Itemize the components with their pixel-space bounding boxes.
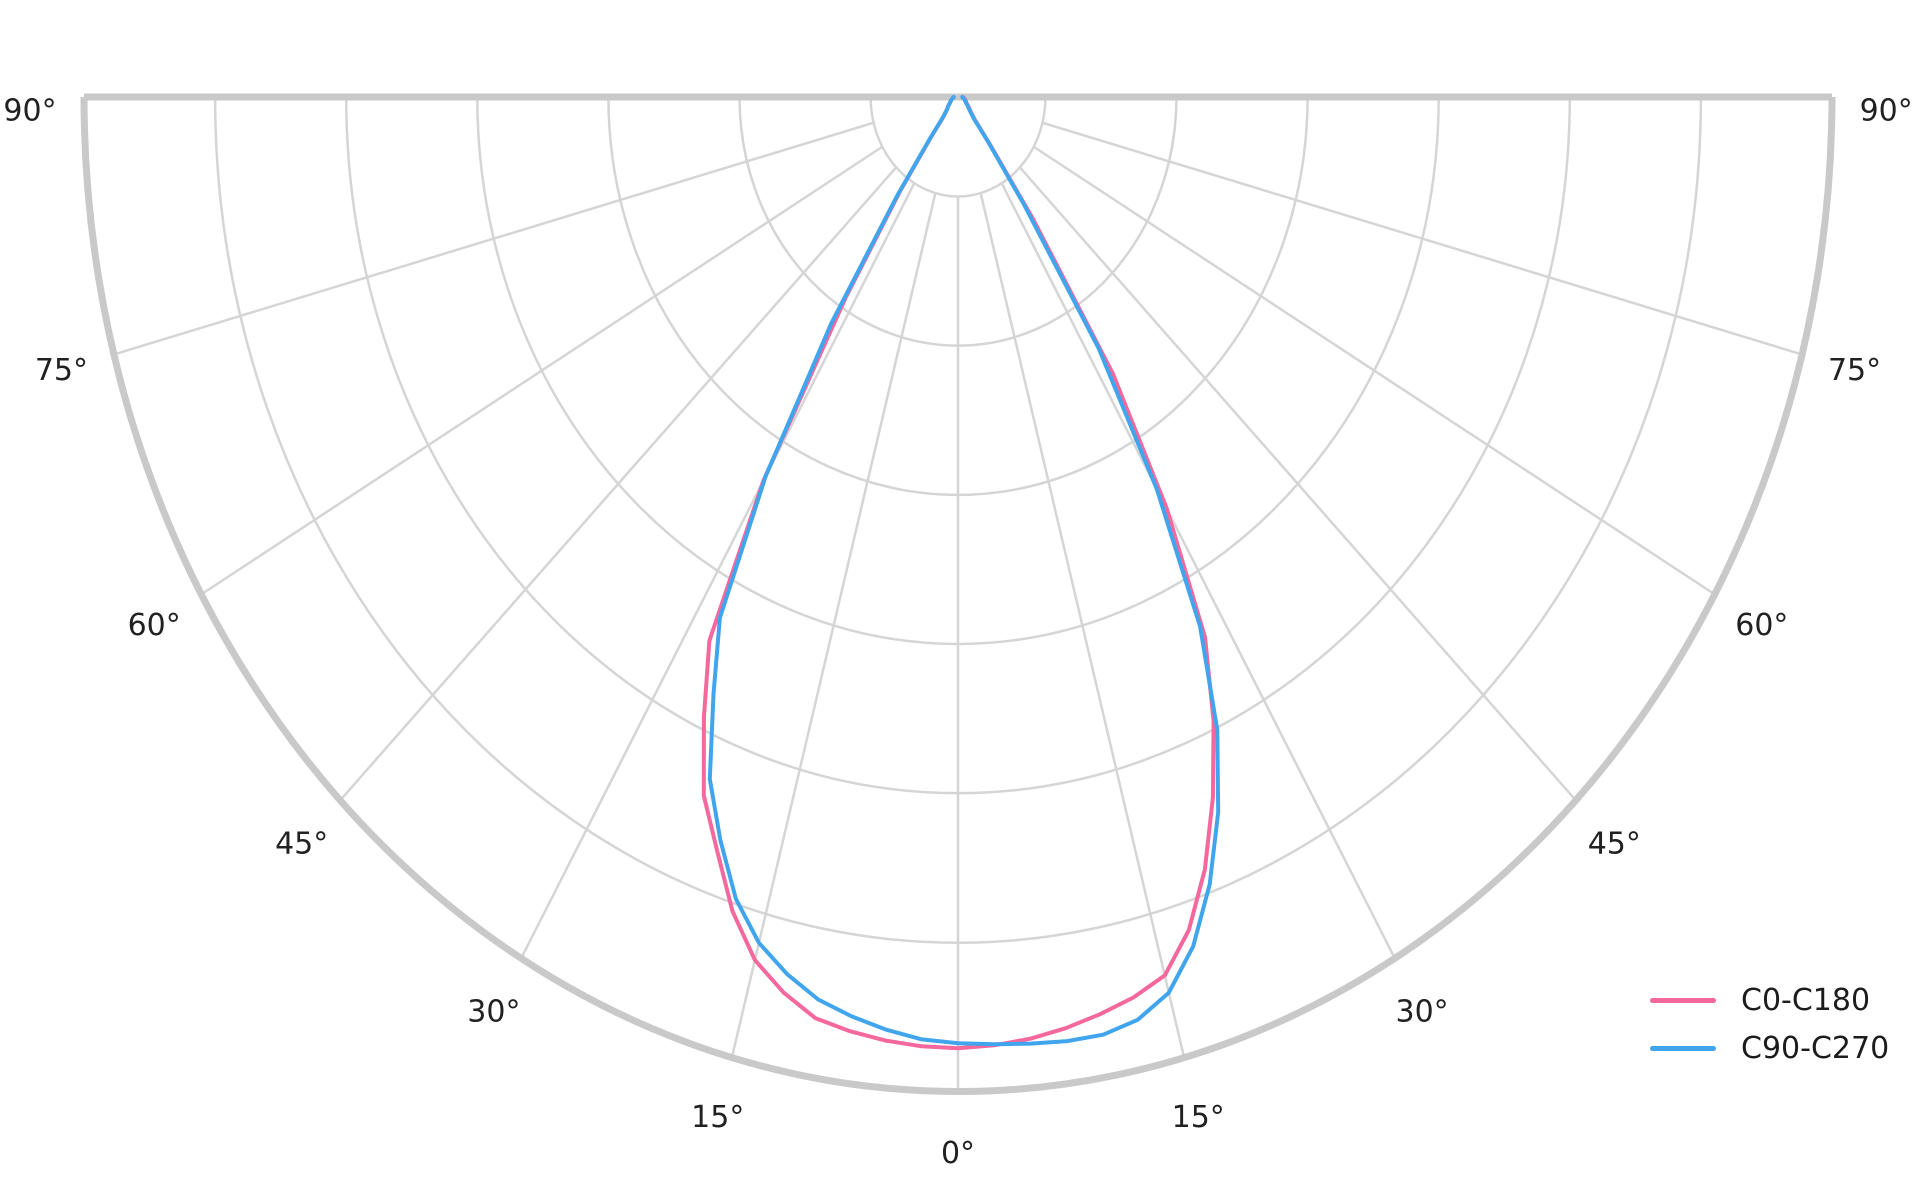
- angle-tick-label-left-30: 30°: [467, 995, 520, 1030]
- angle-tick-label-right-30: 30°: [1396, 995, 1449, 1030]
- radial-gridline-ring: [869, 96, 1047, 198]
- angular-gridline-spoke: [519, 182, 916, 960]
- curve-c90-c270: [707, 95, 1221, 1047]
- angular-gridline-spoke: [1042, 121, 1803, 356]
- angular-gridline-spoke: [1018, 166, 1577, 802]
- angle-tick-label-right-45: 45°: [1588, 827, 1641, 862]
- angular-gridline-spoke: [1000, 182, 1397, 960]
- angle-tick-label-left-60: 60°: [128, 608, 181, 643]
- legend-label-c0-c180: C0-C180: [1741, 982, 1871, 1018]
- legend-item-c0-c180: C0-C180: [1650, 983, 1889, 1018]
- angle-tick-label-right-60: 60°: [1735, 608, 1788, 643]
- angle-tick-label-right-90: 90°: [1860, 94, 1913, 129]
- angular-gridline-spoke: [113, 121, 874, 356]
- angular-gridline-spoke: [730, 192, 937, 1059]
- legend: C0-C180 C90-C270: [1650, 983, 1889, 1066]
- angle-tick-label-right-15: 15°: [1172, 1100, 1225, 1135]
- legend-item-c90-c270: C90-C270: [1650, 1031, 1889, 1066]
- legend-line-c0-c180-icon: [1650, 998, 1716, 1003]
- angle-tick-label-right-0: 0°: [941, 1136, 975, 1171]
- angle-tick-label-left-90: 90°: [3, 94, 56, 129]
- angle-tick-label-right-75: 75°: [1828, 353, 1881, 388]
- angular-gridline-spoke: [1033, 145, 1716, 596]
- angular-gridline-spoke: [979, 192, 1186, 1059]
- angle-tick-label-left-45: 45°: [275, 827, 328, 862]
- angular-gridline-spoke: [339, 166, 898, 802]
- outer-boundary-arc: [80, 96, 1836, 1096]
- legend-label-c90-c270: C90-C270: [1741, 1030, 1890, 1066]
- angle-tick-label-left-15: 15°: [691, 1100, 744, 1135]
- angle-tick-label-left-75: 75°: [35, 353, 88, 388]
- legend-line-c90-c270-icon: [1650, 1046, 1716, 1051]
- angular-gridline-spoke: [200, 145, 883, 596]
